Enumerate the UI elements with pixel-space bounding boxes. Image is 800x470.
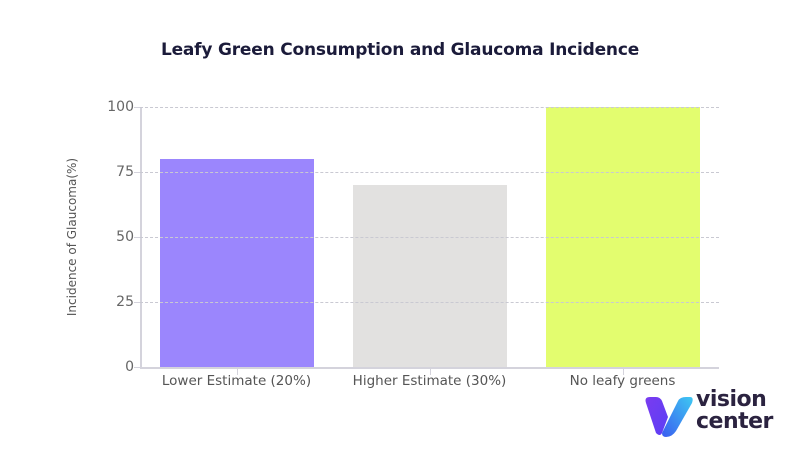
y-tick-label: 50 [116, 229, 134, 245]
logo-line-2: center [696, 409, 773, 434]
y-tick [134, 237, 140, 238]
y-tick-label: 0 [125, 359, 134, 375]
x-tick [236, 369, 238, 375]
x-tick [622, 369, 624, 375]
y-tick [134, 302, 140, 303]
bar[interactable] [352, 185, 507, 367]
logo-text: vision center [696, 389, 773, 433]
y-tick [134, 367, 140, 368]
y-tick [134, 172, 140, 173]
chart-title: Leafy Green Consumption and Glaucoma Inc… [160, 40, 640, 60]
y-axis-label: Incidence of Glaucoma(%) [65, 157, 79, 317]
y-tick-label: 100 [107, 99, 134, 115]
x-tick-label: Lower Estimate (20%) [161, 373, 312, 389]
x-tick-label: Higher Estimate (30%) [352, 373, 507, 389]
y-tick-label: 75 [116, 164, 134, 180]
x-tick [429, 369, 431, 375]
vision-center-logo: vision center [642, 389, 792, 441]
gridline [140, 302, 719, 303]
bar[interactable] [159, 159, 314, 367]
logo-line-1: vision [696, 387, 767, 412]
gridline [140, 172, 719, 173]
plot-area: 0 25 50 75 100 Lower Estimate (20%) Higher Est… [107, 99, 719, 389]
gridline [140, 237, 719, 238]
gridline [140, 107, 719, 108]
v-check-icon [645, 397, 693, 437]
y-tick [134, 107, 140, 108]
y-tick-label: 25 [116, 294, 134, 310]
x-tick-label: No leafy greens [569, 373, 676, 389]
x-axis-line [140, 367, 719, 369]
